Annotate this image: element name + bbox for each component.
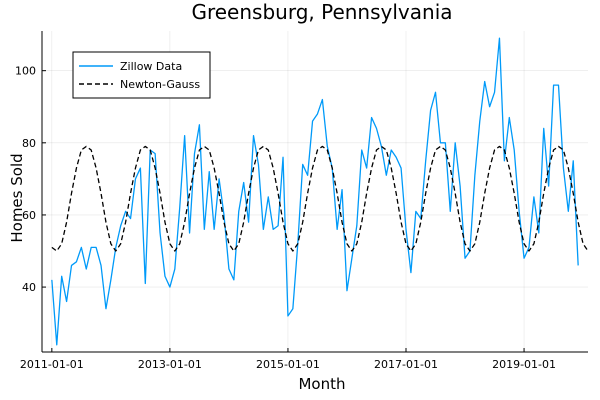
- y-axis-label: Homes Sold: [8, 153, 26, 242]
- series-line-newton-gauss: [51, 145, 589, 252]
- y-tick-label: 80: [22, 137, 36, 150]
- y-tick-label: 60: [22, 209, 36, 222]
- legend-label-zillow: Zillow Data: [120, 60, 182, 73]
- x-tick-label: 2013-01-01: [138, 358, 202, 371]
- axes: [41, 31, 588, 353]
- ticks: 2011-01-01 2013-01-01 2015-01-01 2017-01-01…: [15, 65, 556, 371]
- x-tick-label: 2017-01-01: [374, 358, 438, 371]
- x-tick-label: 2011-01-01: [20, 358, 84, 371]
- legend: Zillow Data Newton-Gauss: [72, 51, 211, 99]
- series-line-zillow-data: [51, 37, 579, 346]
- legend-box: [72, 51, 211, 99]
- y-tick-label: 100: [15, 65, 36, 78]
- series-group: [51, 37, 589, 346]
- x-tick-label: 2015-01-01: [256, 358, 320, 371]
- legend-label-newton-gauss: Newton-Gauss: [120, 78, 200, 91]
- x-tick-label: 2019-01-01: [492, 358, 556, 371]
- y-tick-label: 40: [22, 281, 36, 294]
- x-axis-label: Month: [298, 375, 345, 393]
- chart-title: Greensburg, Pennsylvania: [191, 0, 452, 24]
